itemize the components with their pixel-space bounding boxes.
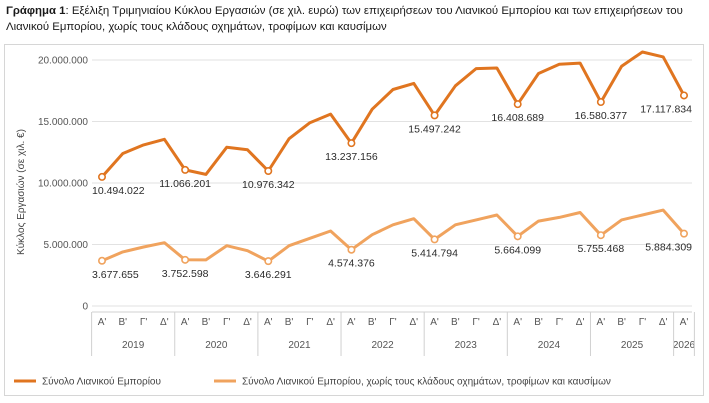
x-tick-label: Γ' (472, 317, 480, 328)
data-point (98, 172, 107, 181)
y-axis-ticks: 0 5.000.000 10.000.000 15.000.000 20.000.000 (38, 56, 89, 313)
data-point (347, 245, 356, 254)
data-point (98, 256, 107, 265)
x-tick-label: Β' (534, 317, 543, 328)
data-point (596, 231, 605, 240)
data-point (596, 98, 605, 107)
x-tick-label: Α' (98, 317, 107, 328)
x-year-label: 2020 (205, 340, 228, 351)
data-point (430, 111, 439, 120)
series-lines (100, 50, 686, 263)
x-year-label: 2022 (371, 340, 394, 351)
x-tick-label: Γ' (140, 317, 148, 328)
data-label: 10.976.342 (242, 179, 295, 191)
caption-prefix: Γράφημα 1 (6, 5, 66, 17)
data-point (513, 100, 522, 109)
x-tick-label: Α' (680, 317, 689, 328)
data-labels: 10.494.022 11.066.201 10.976.342 13.237.156… (92, 103, 692, 281)
chart-frame (4, 44, 704, 396)
x-tick-label: Δ' (409, 317, 418, 328)
data-point (513, 232, 522, 241)
x-tick-label: Β' (368, 317, 377, 328)
data-point (264, 166, 273, 175)
data-point (347, 139, 356, 148)
data-label: 17.117.834 (640, 103, 692, 115)
y-tick-label: 15.000.000 (38, 117, 88, 128)
y-tick-label: 0 (82, 302, 88, 313)
x-tick-label: Δ' (493, 317, 502, 328)
data-label: 5.664.099 (494, 244, 541, 256)
data-point (264, 257, 273, 266)
data-label: 5.755.468 (577, 243, 624, 255)
x-tick-label: Δ' (576, 317, 585, 328)
x-tick-label: Α' (513, 317, 522, 328)
legend-label-1: Σύνολο Λιανικού Εμπορίου (42, 376, 161, 388)
data-label: 13.237.156 (325, 151, 378, 163)
series-line-1 (100, 50, 686, 179)
y-tick-label: 5.000.000 (44, 240, 89, 251)
caption-text: : Εξέλιξη Τριμηνιαίου Κύκλου Εργασιών (σ… (6, 5, 683, 33)
data-label: 10.494.022 (92, 185, 145, 197)
chart-caption: Γράφημα 1: Εξέλιξη Τριμηνιαίου Κύκλου Ερ… (6, 3, 706, 35)
data-point (181, 165, 190, 174)
x-tick-label: Γ' (306, 317, 314, 328)
data-label: 3.646.291 (245, 269, 292, 281)
x-tick-label: Γ' (639, 317, 647, 328)
data-label: 5.414.794 (411, 247, 458, 259)
legend-label-2: Σύνολο Λιανικού Εμπορίου, χωρίς τους κλά… (242, 376, 611, 388)
x-tick-label: Β' (451, 317, 460, 328)
x-tick-label: Α' (597, 317, 606, 328)
data-label: 16.408.689 (491, 112, 544, 124)
data-point (181, 255, 190, 264)
x-tick-label: Γ' (556, 317, 564, 328)
data-label: 4.574.376 (328, 258, 375, 270)
legend: Σύνολο Λιανικού Εμπορίου Σύνολο Λιανικού … (14, 376, 611, 388)
data-label: 5.884.309 (645, 242, 692, 254)
series-line-2 (100, 208, 686, 263)
x-tick-label: Δ' (659, 317, 668, 328)
y-axis-label: Κύκλος Εργασιών (σε χιλ. €) (15, 129, 27, 255)
x-axis: Α' Β' Γ' Δ' Α' Β' Γ' Δ' Α' Β' Γ' Δ' Α' Β' Γ' Δ' Α' Β' Γ' Δ'… (91, 311, 696, 356)
series-points (98, 91, 688, 266)
x-tick-label: Δ' (326, 317, 335, 328)
x-tick-label: Β' (617, 317, 626, 328)
x-tick-label: Α' (347, 317, 356, 328)
x-year-label: 2025 (621, 340, 644, 351)
y-tick-label: 10.000.000 (38, 179, 88, 190)
x-year-label: 2021 (288, 340, 311, 351)
data-label: 3.752.598 (162, 268, 209, 280)
data-label: 11.066.201 (159, 178, 211, 190)
x-year-label: 2026 (673, 340, 696, 351)
gridlines (92, 59, 692, 307)
x-tick-label: Α' (430, 317, 439, 328)
x-year-label: 2024 (538, 340, 561, 351)
x-tick-label: Γ' (389, 317, 397, 328)
x-tick-label: Β' (285, 317, 294, 328)
data-label: 3.677.655 (92, 269, 139, 281)
x-tick-label: Δ' (160, 317, 169, 328)
y-tick-label: 20.000.000 (38, 56, 88, 67)
data-label: 16.580.377 (575, 110, 628, 122)
data-point (679, 229, 688, 238)
x-tick-label: Γ' (223, 317, 231, 328)
x-tick-label: Δ' (243, 317, 252, 328)
x-tick-label: Α' (264, 317, 273, 328)
data-point (679, 91, 688, 100)
x-year-label: 2019 (122, 340, 145, 351)
data-point (430, 235, 439, 244)
x-tick-label: Α' (181, 317, 190, 328)
x-year-label: 2023 (455, 340, 478, 351)
x-tick-label: Β' (202, 317, 211, 328)
x-tick-label: Β' (118, 317, 127, 328)
data-label: 15.497.242 (408, 123, 461, 135)
